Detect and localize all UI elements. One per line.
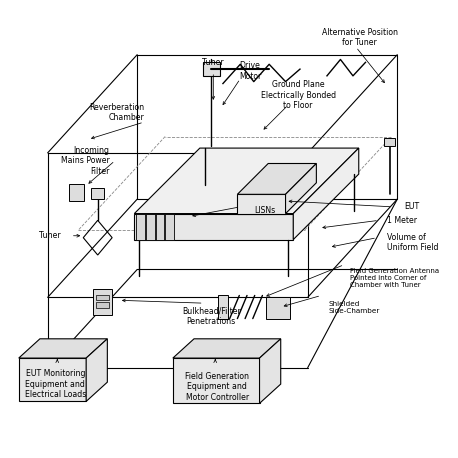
Text: Field Generation Antenna
Pointed into Corner of
Chamber with Tuner: Field Generation Antenna Pointed into Co… xyxy=(350,268,439,288)
Polygon shape xyxy=(134,148,359,213)
Polygon shape xyxy=(173,339,281,358)
Text: 1 Meter: 1 Meter xyxy=(387,216,417,225)
Polygon shape xyxy=(91,188,104,199)
Polygon shape xyxy=(146,213,154,240)
Polygon shape xyxy=(203,62,220,76)
Polygon shape xyxy=(136,213,145,240)
Text: Bulkhead/Filter
Penetrations: Bulkhead/Filter Penetrations xyxy=(182,307,241,327)
Polygon shape xyxy=(218,295,228,319)
Text: EUT: EUT xyxy=(404,202,419,211)
Text: Drive
Motor: Drive Motor xyxy=(239,61,261,81)
Polygon shape xyxy=(96,302,109,308)
Polygon shape xyxy=(285,164,316,213)
Polygon shape xyxy=(266,297,290,319)
Polygon shape xyxy=(293,148,359,240)
Text: Tuner: Tuner xyxy=(39,231,61,240)
Polygon shape xyxy=(165,213,174,240)
Polygon shape xyxy=(96,294,109,300)
Polygon shape xyxy=(156,213,164,240)
Polygon shape xyxy=(93,289,112,315)
Polygon shape xyxy=(134,213,293,240)
Text: Incoming
Mains Power
Filter: Incoming Mains Power Filter xyxy=(60,146,109,175)
Text: Alternative Position
for Tuner: Alternative Position for Tuner xyxy=(322,27,398,47)
Text: Tuner: Tuner xyxy=(202,58,224,67)
Polygon shape xyxy=(237,164,316,194)
Polygon shape xyxy=(237,194,285,213)
Text: Field Generation
Equipment and
Motor Controller: Field Generation Equipment and Motor Con… xyxy=(185,372,249,402)
Polygon shape xyxy=(384,138,395,146)
Polygon shape xyxy=(19,358,86,401)
Text: Volume of
Uniform Field: Volume of Uniform Field xyxy=(387,233,438,252)
Polygon shape xyxy=(260,339,281,403)
Text: EUT Monitoring
Equipment and
Electrical Loads: EUT Monitoring Equipment and Electrical … xyxy=(25,369,86,399)
Text: Ground Plane
Electrically Bonded
to Floor: Ground Plane Electrically Bonded to Floo… xyxy=(261,80,336,110)
Text: Reverberation
Chamber: Reverberation Chamber xyxy=(89,103,144,122)
Text: LISNs: LISNs xyxy=(254,206,275,215)
Polygon shape xyxy=(86,339,107,401)
Polygon shape xyxy=(19,339,107,358)
Polygon shape xyxy=(173,358,260,403)
Polygon shape xyxy=(69,184,84,201)
Text: Shielded
Side-Chamber: Shielded Side-Chamber xyxy=(329,300,380,314)
